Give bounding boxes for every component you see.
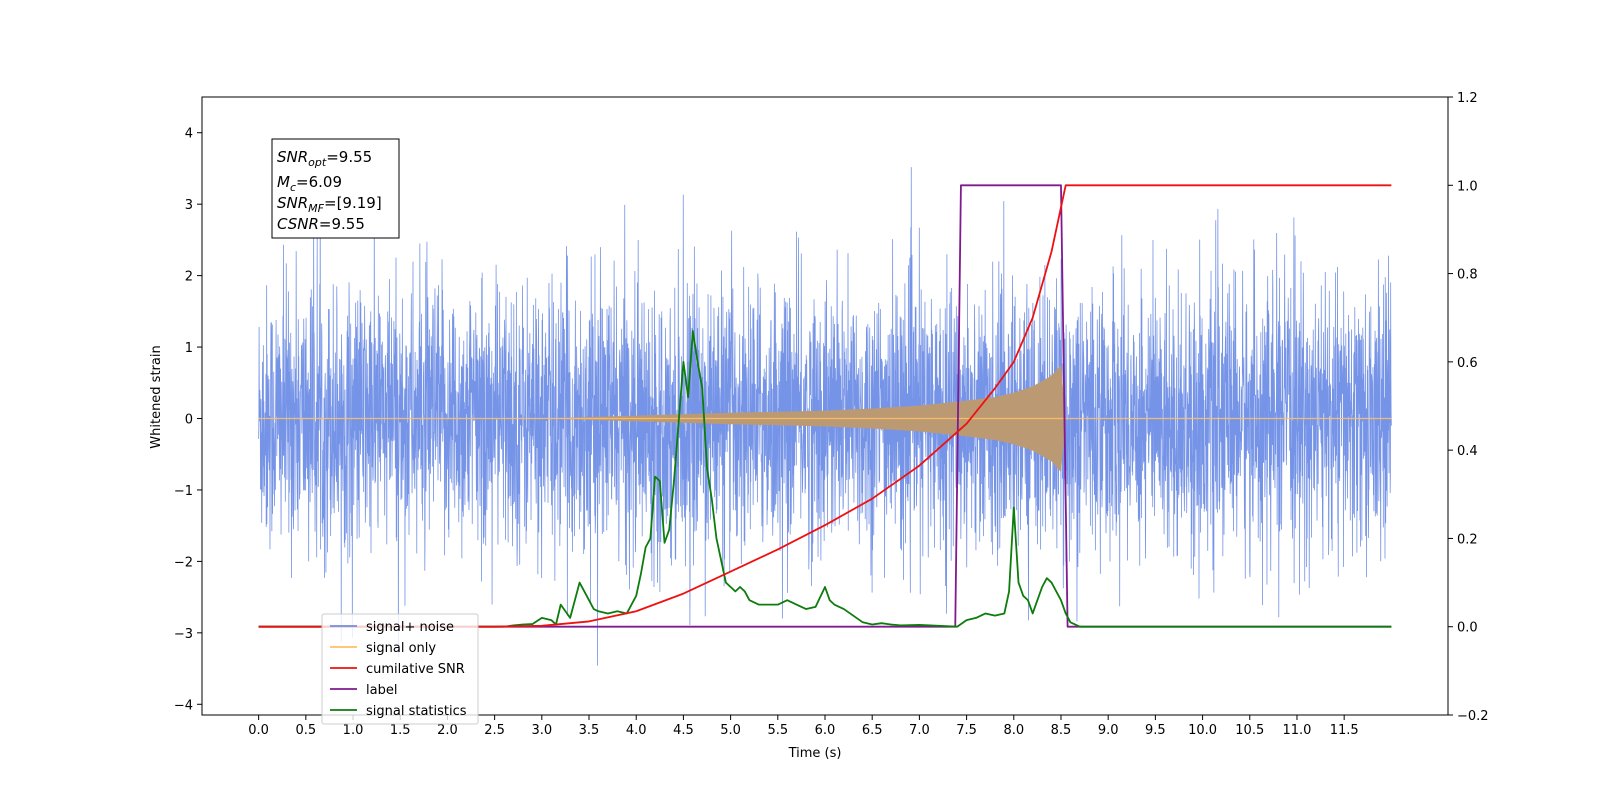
y-left-tick-label: 3 — [185, 198, 193, 213]
x-tick-label: 6.0 — [815, 723, 836, 738]
x-tick-label: 3.5 — [579, 723, 600, 738]
x-tick-label: 1.0 — [343, 723, 364, 738]
plot-series-group — [258, 167, 1392, 666]
x-tick-label: 6.5 — [862, 723, 883, 738]
x-tick-label: 10.5 — [1235, 723, 1264, 738]
legend-item-label: label — [330, 683, 397, 698]
legend-label-cumulative-snr: cumilative SNR — [366, 662, 465, 677]
y-left-tick-label: 0 — [185, 413, 193, 428]
x-tick-label: 1.5 — [390, 723, 411, 738]
y-right-tick-label: 0.0 — [1457, 621, 1478, 636]
snr-info-box: SNRopt=9.55 Mc=6.09 SNRMF=[9.19] CSNR=9.… — [271, 138, 400, 239]
legend-item-signal-statistics: signal statistics — [330, 704, 467, 719]
x-tick-label: 7.0 — [909, 723, 930, 738]
legend-item-signal-only: signal only — [330, 641, 436, 656]
x-tick-label: 0.0 — [248, 723, 269, 738]
snr-opt-line: SNRopt=9.55 — [277, 148, 372, 169]
y-right-tick-label: 0.4 — [1457, 444, 1478, 459]
legend: signal+ noise signal only cumilative SNR… — [321, 613, 479, 725]
x-tick-label: 2.5 — [484, 723, 505, 738]
x-tick-label: 8.0 — [1003, 723, 1024, 738]
signal-statistics-line — [258, 330, 1392, 628]
x-tick-label: 7.5 — [956, 723, 977, 738]
x-tick-label: 11.5 — [1330, 723, 1359, 738]
x-tick-label: 9.5 — [1145, 723, 1166, 738]
y-axis-label: Whitened strain — [149, 345, 164, 448]
x-tick-label: 0.5 — [295, 723, 316, 738]
x-tick-label: 5.0 — [720, 723, 741, 738]
y-left-tick-label: −2 — [174, 555, 193, 570]
csnr-line: CSNR=9.55 — [277, 215, 365, 233]
y-left-tick-label: −3 — [174, 627, 193, 642]
y-left-tick-label: 2 — [185, 270, 193, 285]
x-tick-label: 8.5 — [1051, 723, 1072, 738]
legend-item-cumulative-snr: cumilative SNR — [330, 662, 465, 677]
y-right-tick-label: 0.6 — [1457, 356, 1478, 371]
y-right-tick-label: −0.2 — [1457, 709, 1489, 724]
snr-mf-line: SNRMF=[9.19] — [277, 194, 382, 215]
y-right-tick-label: 1.2 — [1457, 91, 1478, 106]
x-tick-label: 4.5 — [673, 723, 694, 738]
x-tick-label: 5.5 — [767, 723, 788, 738]
axes: 0.0 0.5 1.0 1.5 2.0 2.5 3.0 3.5 4.0 4.5 5.0 5.5 6.0 6… — [174, 91, 1489, 738]
y-left-tick-label: −4 — [174, 698, 193, 713]
y-left-tick-label: −1 — [174, 484, 193, 499]
cumulative-snr-line — [258, 184, 1392, 628]
legend-label-signal-statistics: signal statistics — [366, 704, 467, 719]
x-tick-label: 3.0 — [531, 723, 552, 738]
legend-label-signal-only: signal only — [366, 641, 436, 656]
legend-label-label: label — [366, 683, 397, 698]
y-right-tick-label: 1.0 — [1457, 179, 1478, 194]
legend-label-signal-noise: signal+ noise — [366, 620, 454, 635]
x-tick-label: 4.0 — [626, 723, 647, 738]
plot-area — [258, 167, 1392, 666]
x-axis-label: Time (s) — [788, 746, 842, 761]
y-right-tick-label: 0.2 — [1457, 532, 1478, 547]
x-tick-label: 2.0 — [437, 723, 458, 738]
signal-noise-line — [258, 167, 1392, 666]
legend-item-signal-noise: signal+ noise — [330, 620, 454, 635]
x-tick-label: 11.0 — [1282, 723, 1311, 738]
y-left-tick-label: 4 — [185, 127, 193, 142]
y-right-tick-label: 0.8 — [1457, 268, 1478, 283]
mc-line: Mc=6.09 — [277, 173, 342, 194]
x-tick-label: 10.0 — [1188, 723, 1217, 738]
x-tick-label: 9.0 — [1098, 723, 1119, 738]
y-left-tick-label: 1 — [185, 341, 193, 356]
